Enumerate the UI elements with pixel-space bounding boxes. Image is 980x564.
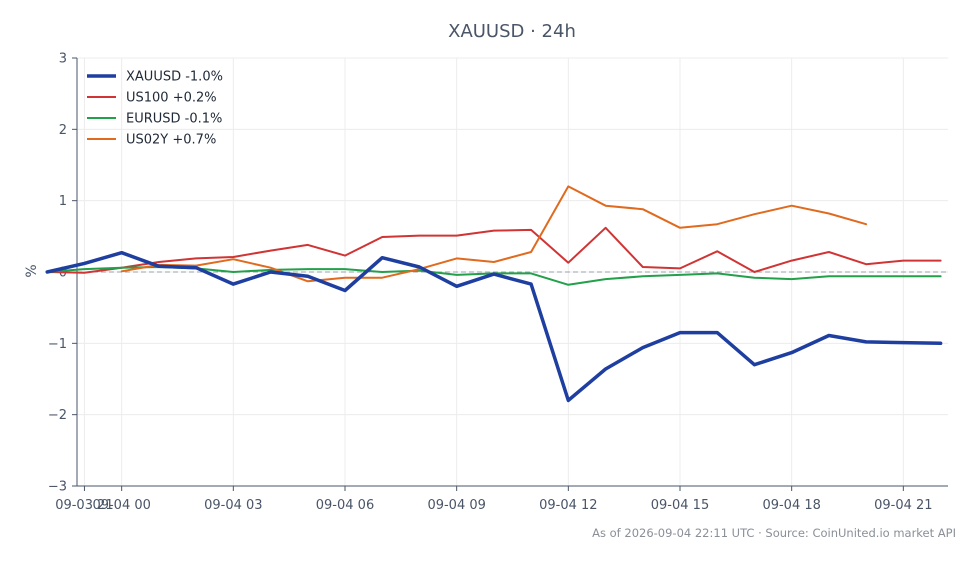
x-tick-label: 09-04 03 — [204, 498, 262, 513]
x-tick-label: 09-04 00 — [92, 498, 150, 513]
y-tick-label: −1 — [48, 337, 67, 352]
y-tick-label: 2 — [59, 123, 67, 138]
legend: XAUUSD -1.0% US100 +0.2% EURUSD -0.1% US02Y… — [87, 70, 223, 148]
x-tick-label: 09-04 18 — [762, 498, 820, 513]
series-line-us02y — [120, 185, 868, 283]
legend-label-eurusd: EURUSD -0.1% — [126, 112, 222, 127]
x-tick-label: 09-04 12 — [539, 498, 597, 513]
chart-title: XAUUSD · 24h — [448, 21, 576, 42]
y-tick-label: 3 — [59, 52, 67, 67]
x-tick-label: 09-04 15 — [651, 498, 709, 513]
y-tick-label: −3 — [48, 480, 67, 495]
series-lines — [45, 185, 943, 403]
footer-note: As of 2026-09-04 22:11 UTC · Source: Coi… — [592, 526, 956, 540]
legend-label-xauusd: XAUUSD -1.0% — [126, 70, 223, 85]
legend-label-us100: US100 +0.2% — [126, 91, 217, 106]
series-line-xauusd — [45, 250, 943, 403]
y-axis-label: % — [24, 264, 40, 277]
y-tick-label: 1 — [59, 194, 67, 209]
x-tick-label: 09-03 21 — [55, 498, 113, 513]
series-line-us100 — [46, 226, 942, 274]
x-tick-label: 09-04 09 — [427, 498, 485, 513]
x-tick-label: 09-04 21 — [874, 498, 932, 513]
x-tick-label: 09-04 06 — [316, 498, 374, 513]
legend-label-us02y: US02Y +0.7% — [126, 133, 216, 148]
y-tick-label: −2 — [48, 408, 67, 423]
